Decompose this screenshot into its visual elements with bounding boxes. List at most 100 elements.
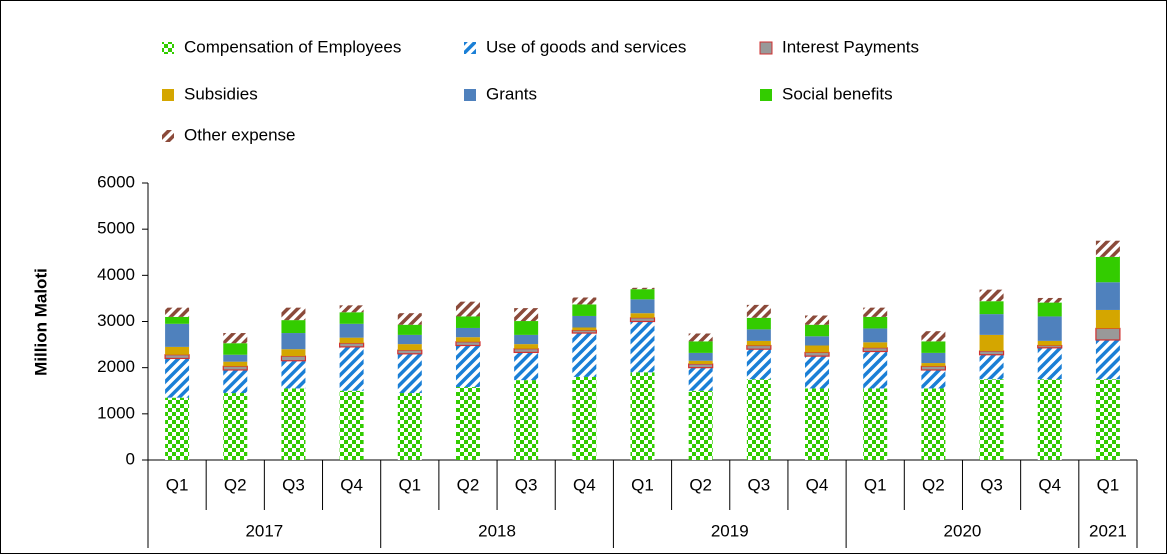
bar-segment: [863, 328, 888, 343]
bar-segment: [688, 352, 713, 361]
bar-segment: [165, 358, 190, 398]
bar-segment: [397, 393, 422, 460]
legend-swatch: [162, 130, 174, 142]
bar-segment: [223, 361, 248, 367]
bar-segment: [746, 317, 771, 330]
bar-segment: [165, 397, 190, 460]
bar-segment: [455, 316, 480, 328]
x-tick-label: Q4: [806, 475, 829, 494]
legend-swatch: [759, 41, 773, 55]
bar-segment: [455, 345, 480, 388]
bar-segment: [863, 351, 888, 389]
bar-segment: [921, 352, 946, 364]
bar-segment: [1095, 309, 1120, 329]
bar-segment: [281, 333, 306, 350]
x-tick-label: Q4: [1038, 475, 1061, 494]
group-label: 2021: [1089, 521, 1127, 540]
bar-segment: [630, 313, 655, 318]
y-tick-label: 1000: [97, 403, 135, 422]
bar-segment: [1037, 316, 1062, 341]
bar-segment: [1095, 379, 1120, 460]
bar-segment: [572, 327, 597, 331]
bar-segment: [339, 390, 364, 460]
bar-segment: [979, 314, 1004, 335]
bar-segment: [1095, 327, 1121, 341]
bar-segment: [746, 379, 771, 460]
bar-segment: [805, 336, 830, 346]
y-tick-label: 5000: [97, 219, 135, 238]
bar-segment: [921, 363, 946, 367]
bar-segment: [863, 307, 888, 317]
bar-segment: [455, 327, 480, 338]
bar-segment: [339, 305, 364, 313]
legend-label: Other expense: [184, 125, 296, 144]
x-tick-label: Q4: [340, 475, 363, 494]
x-tick-label: Q1: [864, 475, 887, 494]
legend-swatch: [464, 89, 476, 101]
x-tick-label: Q2: [457, 475, 480, 494]
bar-segment: [1037, 347, 1062, 380]
legend-label: Social benefits: [782, 84, 893, 103]
bar-segment: [339, 337, 364, 344]
bar-segment: [572, 376, 597, 460]
bar-segment: [1037, 302, 1062, 317]
legend-swatch: [162, 42, 174, 54]
bar-segment: [978, 350, 1005, 356]
x-tick-label: Q3: [282, 475, 305, 494]
bar-segment: [223, 343, 248, 355]
bar-segment: [688, 390, 713, 460]
bar-segment: [688, 360, 713, 364]
bar-segment: [572, 297, 597, 305]
x-tick-label: Q1: [398, 475, 421, 494]
bar-segment: [513, 348, 539, 354]
bar-segment: [805, 356, 830, 389]
x-tick-label: Q1: [631, 475, 654, 494]
x-tick-label: Q2: [922, 475, 945, 494]
bar-segment: [223, 354, 248, 362]
bar-segment: [746, 340, 771, 346]
bar-segment: [572, 333, 597, 377]
bar-segment: [979, 289, 1004, 302]
x-tick-label: Q4: [573, 475, 596, 494]
bar-segment: [164, 354, 190, 360]
bar-segment: [572, 304, 597, 316]
x-tick-label: Q1: [1097, 475, 1120, 494]
bar-segment: [455, 341, 481, 347]
group-label: 2020: [944, 521, 982, 540]
bar-segment: [223, 369, 248, 394]
x-tick-label: Q3: [515, 475, 538, 494]
bar-segment: [455, 387, 480, 460]
bar-segment: [1037, 340, 1062, 346]
bar-segment: [514, 380, 539, 460]
bar-segment: [688, 363, 714, 369]
bar-segment: [688, 341, 713, 353]
legend-swatch: [464, 42, 476, 54]
bar-segment: [281, 307, 306, 321]
x-tick-label: Q3: [980, 475, 1003, 494]
bar-segment: [863, 342, 888, 348]
bar-segment: [630, 289, 655, 300]
bar-segment: [397, 353, 422, 394]
group-label: 2017: [245, 521, 283, 540]
bar-segment: [863, 388, 888, 460]
legend-label: Compensation of Employees: [184, 37, 401, 56]
x-tick-label: Q1: [166, 475, 189, 494]
bar-segment: [921, 341, 946, 353]
legend-label: Subsidies: [184, 84, 258, 103]
bar-segment: [805, 388, 830, 460]
bar-segment: [397, 334, 422, 345]
bar-segment: [920, 365, 946, 371]
bar-segment: [455, 337, 480, 342]
bar-segment: [630, 287, 655, 290]
bar-segment: [165, 346, 190, 355]
bar-segment: [804, 351, 830, 357]
bar-segment: [514, 308, 539, 322]
y-tick-label: 4000: [97, 265, 135, 284]
bar-segment: [222, 365, 248, 371]
bar-segment: [805, 315, 830, 325]
bar-segment: [921, 369, 946, 389]
bar-segment: [1037, 297, 1062, 303]
bar-segment: [514, 334, 539, 345]
y-tick-label: 2000: [97, 357, 135, 376]
